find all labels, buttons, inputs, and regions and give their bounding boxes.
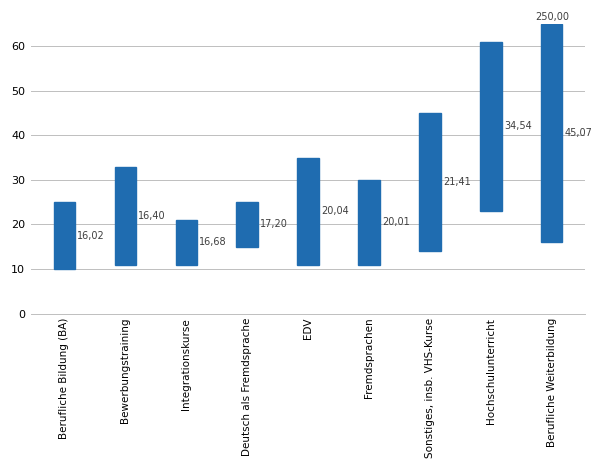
- Bar: [297, 158, 319, 265]
- Text: 17,20: 17,20: [260, 219, 288, 229]
- Bar: [175, 220, 197, 265]
- Text: 21,41: 21,41: [443, 177, 471, 187]
- Bar: [115, 166, 136, 265]
- Text: 45,07: 45,07: [565, 128, 593, 138]
- Bar: [419, 113, 441, 251]
- Bar: [53, 202, 75, 269]
- Text: 20,04: 20,04: [321, 206, 349, 216]
- Bar: [358, 180, 379, 265]
- Text: 34,54: 34,54: [504, 121, 532, 131]
- Text: 16,02: 16,02: [78, 231, 105, 241]
- Bar: [480, 42, 501, 211]
- Bar: [237, 202, 258, 247]
- Text: 16,68: 16,68: [199, 237, 227, 247]
- Bar: [541, 24, 563, 242]
- Text: 250,00: 250,00: [535, 12, 569, 22]
- Text: 16,40: 16,40: [138, 211, 166, 220]
- Text: 20,01: 20,01: [382, 217, 410, 227]
